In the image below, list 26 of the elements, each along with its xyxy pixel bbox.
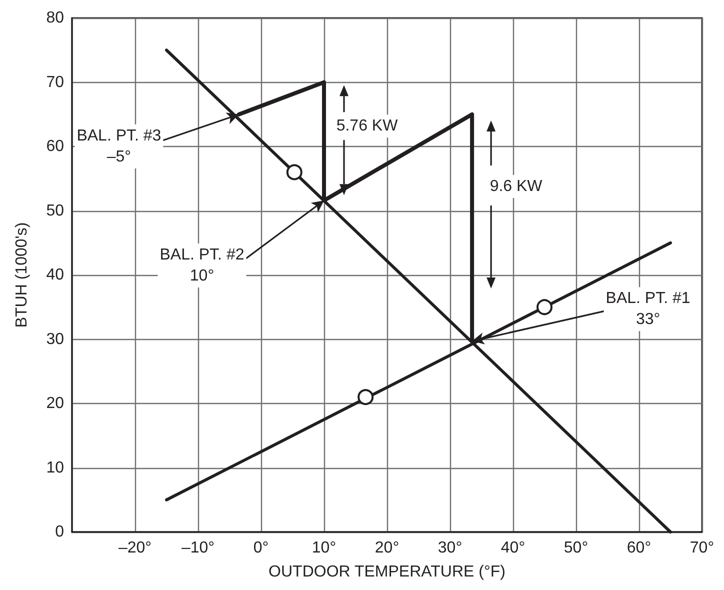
y-tick-label: 30 — [46, 330, 64, 348]
annotation: 9.6 KW — [490, 178, 544, 195]
x-tick-label: 10° — [312, 540, 336, 556]
x-tick-label: 40° — [500, 540, 526, 556]
annotation: BAL. PT. #1 33° — [606, 290, 690, 328]
x-tick-label: –10° — [181, 540, 215, 556]
annotation: BAL. PT. #3 –5° — [76, 127, 162, 166]
x-axis-title: OUTDOOR TEMPERATURE (°F) — [268, 564, 506, 580]
y-tick-label: 40 — [46, 266, 64, 284]
annotation: BAL. PT. #2 10° — [160, 246, 244, 284]
y-tick-label: 70 — [46, 74, 64, 91]
y-tick-label: 10 — [46, 459, 64, 476]
y-tick-label: 50 — [46, 202, 64, 220]
annotation: 5.76 KW — [336, 118, 399, 135]
x-tick-label: 0° — [253, 540, 269, 556]
y-tick-label: 0 — [55, 524, 64, 540]
y-tick-label: 80 — [46, 10, 64, 26]
y-tick-label: 20 — [46, 395, 64, 412]
y-tick-label: 60 — [46, 138, 64, 155]
x-tick-label: 70° — [690, 540, 714, 556]
x-tick-label: 30° — [438, 540, 462, 556]
x-tick-label: –20° — [118, 540, 152, 556]
x-tick-label: 20° — [374, 540, 400, 556]
x-tick-label: 60° — [626, 540, 652, 556]
y-axis-title: BTUH (1000's) — [14, 222, 30, 328]
x-tick-label: 50° — [564, 540, 588, 556]
